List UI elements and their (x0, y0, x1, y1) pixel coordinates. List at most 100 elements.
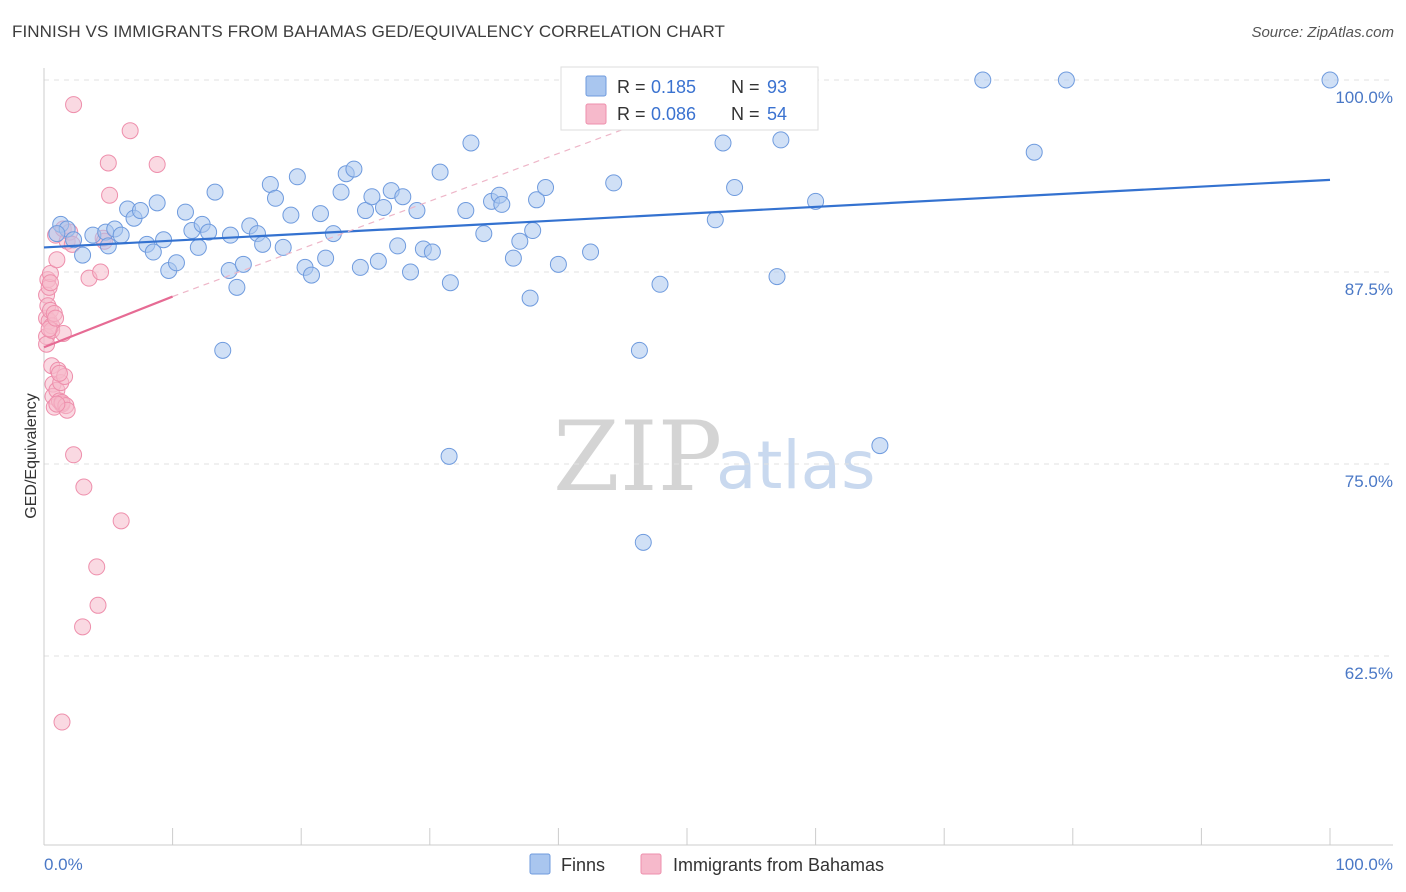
finns-point (1025, 143, 1043, 161)
finns-point (706, 211, 724, 229)
series-legend-swatch-bahamas (640, 853, 662, 875)
finns-point (726, 179, 744, 197)
bahamas-point (47, 309, 65, 327)
legend-swatch-finns (585, 75, 607, 97)
finns-point (220, 261, 238, 279)
bahamas-point (75, 478, 93, 496)
finns-point (131, 202, 149, 220)
bahamas-point (89, 596, 107, 614)
finns-point (524, 222, 542, 240)
finns-point (167, 254, 185, 272)
finns-point (549, 255, 567, 273)
finns-point (302, 266, 320, 284)
legend-swatch-bahamas (585, 103, 607, 125)
finns-point (206, 183, 224, 201)
finns-point (214, 341, 232, 359)
finns-point (288, 168, 306, 186)
finns-point (48, 225, 66, 243)
y-tick-label-1: 87.5% (1345, 280, 1393, 299)
bahamas-point (41, 274, 59, 292)
finns-point (189, 238, 207, 256)
bahamas-point (48, 251, 66, 269)
series-legend-label-bahamas: Immigrants from Bahamas (673, 855, 884, 875)
finns-point (65, 231, 83, 249)
y-tick-label-2: 75.0% (1345, 472, 1393, 491)
series-legend: Finns Immigrants from Bahamas (529, 853, 884, 875)
finns-point (357, 202, 374, 220)
series-legend-label-finns: Finns (561, 855, 605, 875)
finns-point (651, 275, 669, 293)
finns-point (228, 278, 246, 296)
bahamas-point (148, 155, 166, 173)
finns-point (537, 179, 555, 197)
finns-point (441, 274, 459, 292)
finns-point (394, 188, 412, 206)
y-tick-label-3: 62.5% (1345, 664, 1393, 683)
bahamas-point (92, 263, 110, 281)
watermark: ZIP atlas (553, 401, 876, 513)
finns-point (521, 289, 539, 307)
legend-r-value-finns: 0.185 (651, 77, 696, 97)
finns-point (1057, 71, 1075, 89)
bahamas-point (88, 558, 106, 576)
finns-point (144, 243, 162, 261)
legend-r-label-finns: R = (617, 77, 646, 97)
finns-point (234, 255, 252, 273)
finns-trend-line (43, 178, 1331, 249)
finns-point (282, 206, 300, 224)
finns-point (582, 243, 600, 261)
x-axis-ticks (43, 828, 1331, 845)
x-tick-label-left: 0.0% (44, 855, 83, 874)
chart-title: FINNISH VS IMMIGRANTS FROM BAHAMAS GED/E… (12, 22, 726, 41)
legend-r-value-bahamas: 0.086 (651, 104, 696, 124)
finns-point (311, 205, 329, 223)
finns-point (200, 223, 218, 241)
finns-point (369, 252, 387, 270)
trend-lines (43, 71, 1331, 349)
finns-point (332, 183, 350, 201)
y-axis-label: GED/Equivalency (23, 393, 40, 518)
finns-point (112, 226, 130, 244)
bahamas-point (50, 364, 68, 382)
finns-point (375, 198, 393, 216)
y-axis-tick-labels: 100.0% 87.5% 75.0% 62.5% (1335, 88, 1393, 683)
bahamas-point (101, 186, 119, 204)
finns-point (974, 71, 992, 89)
legend-n-value-bahamas: 54 (767, 104, 787, 124)
bahamas-point (65, 96, 83, 114)
legend-n-value-finns: 93 (767, 77, 787, 97)
finns-point (772, 131, 790, 149)
finns-point (99, 237, 117, 255)
finns-point (511, 232, 529, 250)
finns-point (363, 188, 381, 206)
finns-point (221, 226, 239, 244)
finns-point (345, 160, 363, 178)
finns-point (408, 202, 426, 220)
finns-points (48, 71, 1339, 551)
stats-legend: R = 0.185 N = 93 R = 0.086 N = 54 (560, 66, 819, 131)
finns-point (440, 447, 458, 465)
finns-point (423, 243, 441, 261)
finns-point (630, 341, 648, 359)
finns-point (605, 174, 623, 192)
bahamas-trend-line (43, 295, 174, 349)
finns-point (871, 437, 889, 455)
x-tick-label-right: 100.0% (1335, 855, 1393, 874)
series-legend-swatch-finns (529, 853, 551, 875)
finns-point (493, 195, 511, 213)
finns-point (254, 235, 272, 253)
finns-point (74, 246, 92, 264)
finns-point (176, 203, 194, 221)
bahamas-points (38, 96, 166, 731)
bahamas-point (99, 154, 117, 172)
finns-point (402, 263, 420, 281)
watermark-atlas: atlas (716, 427, 876, 504)
bahamas-point (53, 713, 71, 731)
finns-point (634, 533, 652, 551)
finns-point (389, 237, 407, 255)
finns-point (475, 225, 493, 243)
finns-point (351, 258, 369, 276)
watermark-zip: ZIP (553, 401, 722, 513)
y-tick-label-0: 100.0% (1335, 88, 1393, 107)
